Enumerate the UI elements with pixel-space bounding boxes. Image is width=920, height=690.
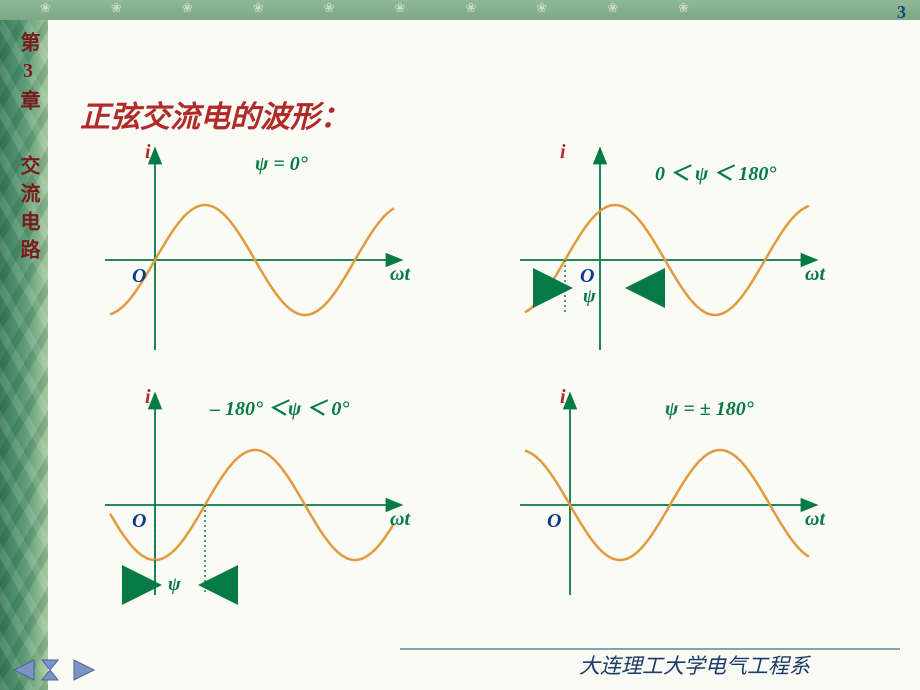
nav-prev-icon[interactable]: [10, 658, 38, 682]
svg-text:O: O: [132, 510, 146, 532]
page-number: 3: [897, 2, 906, 23]
chart-4: i ωt Oψ = ± 180°: [505, 385, 875, 615]
svg-text:ψ = 0°: ψ = 0°: [255, 153, 308, 175]
chapter-subtitle: 交流电路: [14, 155, 43, 267]
svg-text:O: O: [132, 265, 146, 287]
svg-text:O: O: [580, 265, 594, 287]
svg-text:O: O: [547, 510, 561, 532]
chart-svg-3: i ωt O – 180° ＜ψ ＜ 0° ψ: [90, 385, 460, 615]
svg-text:i: i: [145, 386, 151, 408]
chart-svg-1: i ωt Oψ = 0°: [90, 140, 460, 370]
nav-home-icon[interactable]: [40, 658, 68, 682]
chapter-label: 第3章: [14, 32, 43, 118]
chart-svg-4: i ωt Oψ = ± 180°: [505, 385, 875, 615]
chart-2: i ωt O 0 ＜ ψ ＜ 180° ψ: [505, 140, 875, 370]
svg-text:ωt: ωt: [805, 263, 826, 285]
svg-text:0 ＜ ψ ＜ 180°: 0 ＜ ψ ＜ 180°: [655, 163, 776, 185]
charts-grid: i ωt Oψ = 0° i ωt O 0 ＜ ψ ＜ 180° ψ i ωt O – 180° …: [90, 140, 890, 620]
footer-text: 大连理工大学电气工程系: [579, 650, 810, 680]
svg-text:ψ: ψ: [583, 286, 596, 307]
svg-text:ωt: ωt: [390, 508, 411, 530]
top-decoration: ❀❀❀❀❀❀❀❀❀❀: [0, 0, 920, 20]
svg-text:i: i: [560, 141, 566, 163]
left-decoration-strip: [0, 20, 48, 690]
chart-1: i ωt Oψ = 0°: [90, 140, 460, 370]
svg-text:– 180° ＜ψ ＜ 0°: – 180° ＜ψ ＜ 0°: [209, 398, 349, 420]
chart-3: i ωt O – 180° ＜ψ ＜ 0° ψ: [90, 385, 460, 615]
svg-text:ψ: ψ: [168, 574, 181, 595]
svg-text:i: i: [560, 386, 566, 408]
svg-text:ωt: ωt: [805, 508, 826, 530]
nav-next-icon[interactable]: [70, 658, 98, 682]
nav-controls: [10, 658, 98, 682]
svg-text:ψ = ± 180°: ψ = ± 180°: [665, 398, 754, 420]
svg-text:ωt: ωt: [390, 263, 411, 285]
page-title: 正弦交流电的波形：: [80, 92, 350, 136]
svg-text:i: i: [145, 141, 151, 163]
chart-svg-2: i ωt O 0 ＜ ψ ＜ 180° ψ: [505, 140, 875, 370]
